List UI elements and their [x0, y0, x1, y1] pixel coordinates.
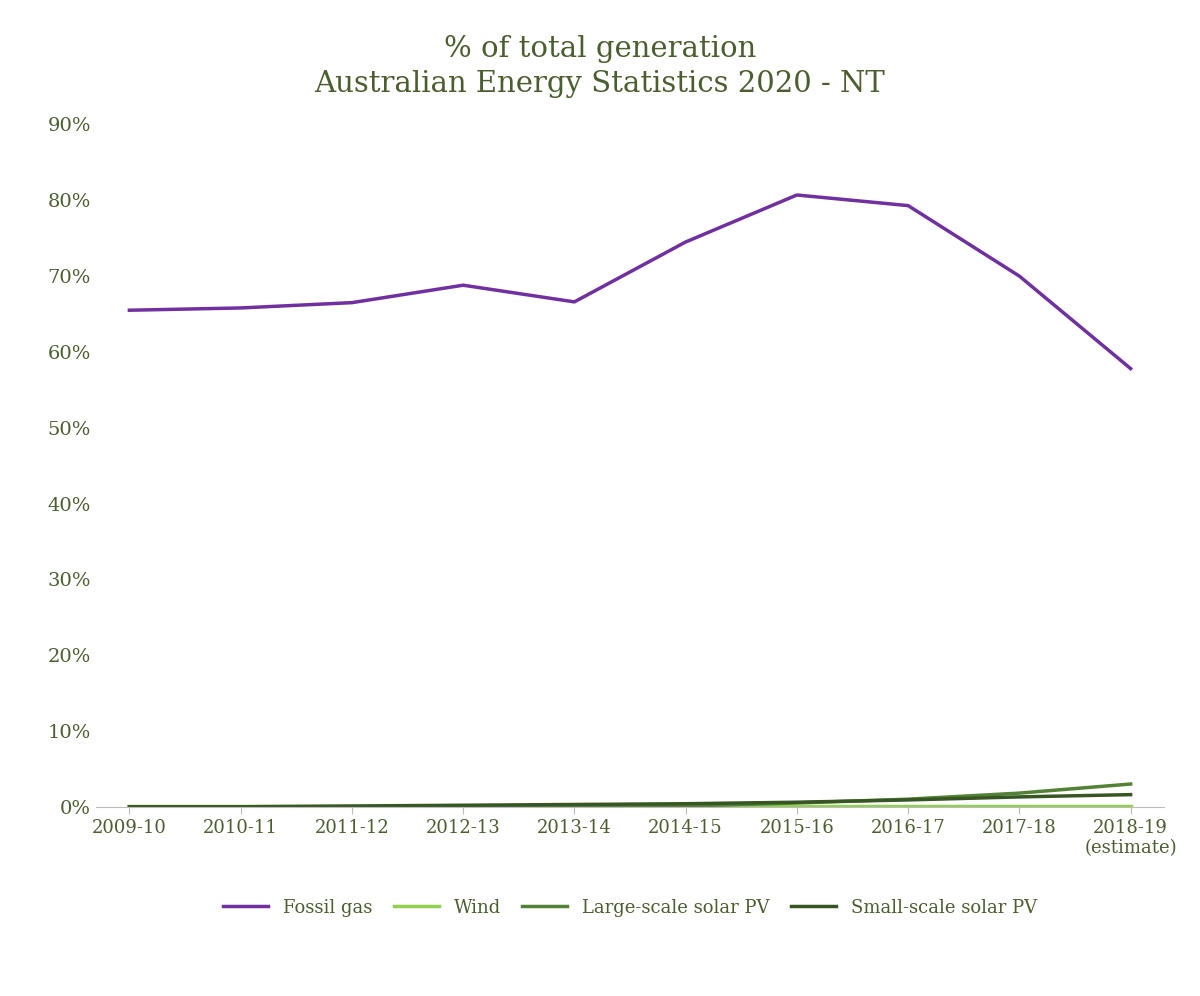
Fossil gas [678, 236, 692, 248]
Wind [568, 800, 582, 812]
Wind [456, 800, 470, 812]
Wind [901, 800, 916, 812]
Legend: Fossil gas, Wind, Large-scale solar PV, Small-scale solar PV: Fossil gas, Wind, Large-scale solar PV, … [216, 891, 1044, 924]
Small-scale solar PV [122, 801, 137, 813]
Wind [1012, 800, 1026, 812]
Small-scale solar PV [678, 798, 692, 810]
Large-scale solar PV [901, 793, 916, 805]
Wind [234, 800, 248, 812]
Small-scale solar PV [344, 800, 359, 812]
Large-scale solar PV [344, 801, 359, 813]
Large-scale solar PV [568, 801, 582, 813]
Wind [678, 800, 692, 812]
Wind [790, 800, 804, 812]
Text: Australian Energy Statistics 2020 - NT: Australian Energy Statistics 2020 - NT [314, 70, 886, 98]
Large-scale solar PV [122, 801, 137, 813]
Text: % of total generation: % of total generation [444, 35, 756, 63]
Line: Small-scale solar PV: Small-scale solar PV [130, 795, 1130, 807]
Large-scale solar PV [234, 801, 248, 813]
Large-scale solar PV [678, 800, 692, 812]
Small-scale solar PV [234, 801, 248, 813]
Small-scale solar PV [456, 799, 470, 811]
Fossil gas [456, 279, 470, 291]
Small-scale solar PV [790, 796, 804, 808]
Small-scale solar PV [568, 799, 582, 811]
Line: Fossil gas: Fossil gas [130, 195, 1130, 369]
Fossil gas [344, 297, 359, 309]
Small-scale solar PV [901, 794, 916, 806]
Fossil gas [568, 296, 582, 308]
Wind [344, 800, 359, 812]
Small-scale solar PV [1012, 791, 1026, 803]
Large-scale solar PV [790, 797, 804, 809]
Wind [1123, 800, 1138, 812]
Fossil gas [1012, 270, 1026, 282]
Small-scale solar PV [1123, 789, 1138, 801]
Large-scale solar PV [1012, 787, 1026, 799]
Fossil gas [234, 302, 248, 314]
Fossil gas [1123, 363, 1138, 374]
Wind [122, 800, 137, 812]
Large-scale solar PV [1123, 778, 1138, 790]
Fossil gas [901, 199, 916, 211]
Large-scale solar PV [456, 801, 470, 813]
Line: Large-scale solar PV: Large-scale solar PV [130, 784, 1130, 807]
Fossil gas [790, 189, 804, 201]
Fossil gas [122, 304, 137, 316]
